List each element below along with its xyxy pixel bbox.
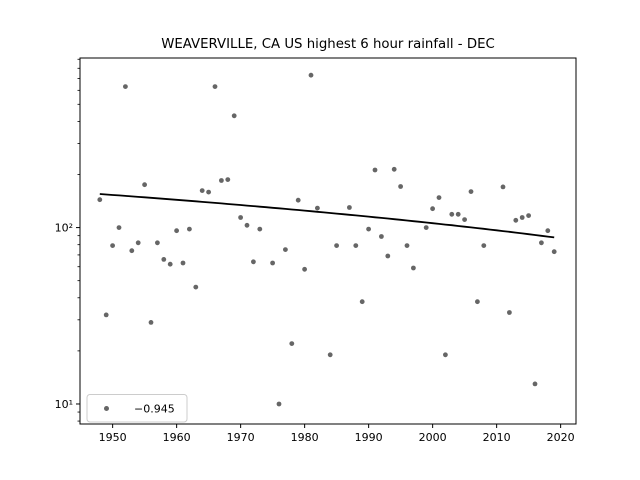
data-point [97, 197, 103, 203]
plot-area: 1950 1960 1970 1980 1990 2000 2010 2020 10¹ 10² [55, 57, 577, 444]
data-point [430, 206, 435, 212]
data-point [347, 205, 352, 210]
data-point [545, 228, 551, 234]
data-point [513, 217, 519, 223]
data-point [449, 211, 455, 217]
data-point [283, 247, 288, 253]
data-point [129, 248, 135, 254]
data-point [123, 84, 128, 89]
data-point [436, 195, 442, 201]
data-point [455, 211, 461, 217]
data-point [257, 226, 263, 232]
data-point [206, 189, 212, 195]
data-point [212, 84, 218, 89]
data-point [219, 178, 224, 183]
data-point [443, 352, 448, 358]
data-point [244, 222, 250, 228]
x-tick-label: 1970 [227, 431, 255, 444]
data-point [423, 225, 429, 231]
data-point [148, 320, 154, 325]
data-point [167, 261, 173, 267]
data-point [135, 240, 141, 246]
data-point [225, 177, 231, 183]
y-tick-label: 10² [55, 222, 73, 235]
data-point [327, 352, 333, 358]
data-point [295, 197, 301, 203]
data-point [180, 260, 186, 266]
data-point [366, 226, 371, 232]
data-point [391, 166, 397, 172]
x-tick-label: 1990 [355, 431, 383, 444]
data-point [532, 381, 538, 387]
data-point [315, 205, 320, 211]
legend-marker-dot-icon [104, 406, 109, 411]
data-point [353, 243, 359, 249]
data-point [155, 240, 160, 246]
data-point [238, 215, 244, 220]
data-point [110, 243, 115, 249]
x-tick-label: 2020 [547, 431, 575, 444]
data-point [526, 213, 531, 219]
x-tick-label: 2000 [419, 431, 447, 444]
data-point [187, 226, 192, 232]
trend-line [99, 193, 555, 239]
data-point [500, 184, 506, 190]
legend-label: −0.945 [134, 403, 175, 416]
data-point [551, 249, 557, 255]
data-point [411, 265, 416, 271]
x-tick-label: 1950 [99, 431, 127, 444]
data-point [116, 225, 122, 231]
chart-title: WEAVERVILLE, CA US highest 6 hour rainfa… [161, 37, 495, 52]
x-tick-label: 2010 [483, 431, 511, 444]
data-point [289, 341, 295, 346]
data-point [539, 240, 544, 246]
data-point [161, 257, 167, 262]
data-point [174, 228, 180, 234]
x-tick-label: 1980 [291, 431, 319, 444]
x-tick-label: 1960 [163, 431, 191, 444]
data-point [302, 266, 307, 272]
data-point [379, 234, 384, 239]
plot-border [79, 57, 577, 425]
data-point [193, 284, 199, 290]
data-point [468, 189, 474, 195]
data-point [404, 243, 410, 249]
data-point [372, 167, 378, 173]
data-point [462, 217, 467, 223]
data-point [398, 184, 403, 189]
data-point [519, 215, 525, 220]
data-point [199, 188, 205, 194]
y-tick-label: 10¹ [55, 398, 73, 411]
data-point [475, 299, 480, 305]
data-point [359, 299, 365, 305]
data-point [308, 72, 314, 78]
data-point [385, 253, 391, 259]
data-point [231, 113, 237, 119]
data-point [276, 401, 282, 407]
legend-box [86, 394, 188, 423]
data-point [103, 312, 109, 318]
data-point [251, 259, 256, 265]
data-point [270, 260, 275, 266]
data-point [507, 310, 512, 315]
data-point [481, 243, 487, 249]
data-point [334, 243, 339, 249]
data-point [142, 182, 148, 188]
legend: −0.945 [86, 394, 188, 423]
